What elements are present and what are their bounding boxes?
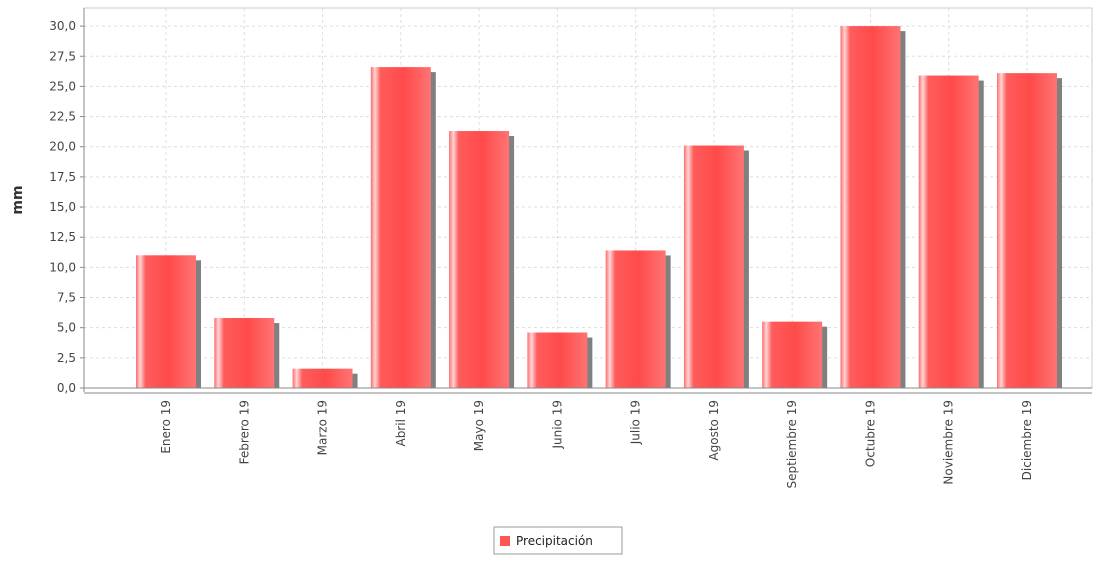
y-tick-label: 5,0 xyxy=(57,321,76,335)
bar xyxy=(840,26,901,388)
legend-label: Precipitación xyxy=(516,534,593,548)
bar xyxy=(918,75,979,389)
y-tick-label: 2,5 xyxy=(57,351,76,365)
y-tick-label: 27,5 xyxy=(49,49,76,63)
bar xyxy=(762,321,823,388)
x-tick-label: Septiembre 19 xyxy=(785,400,799,488)
legend: Precipitación xyxy=(493,526,623,555)
bar xyxy=(370,67,431,388)
x-tick-label: Julio 19 xyxy=(629,400,643,445)
y-tick-label: 12,5 xyxy=(49,230,76,244)
x-tick-label: Agosto 19 xyxy=(707,400,721,461)
bar xyxy=(136,255,196,388)
y-axis-title: mm xyxy=(10,185,26,214)
bar xyxy=(214,318,275,388)
bar xyxy=(449,131,510,389)
bar xyxy=(605,250,666,388)
y-tick-label: 20,0 xyxy=(49,140,76,154)
x-tick-label: Diciembre 19 xyxy=(1020,400,1034,480)
y-tick-label: 25,0 xyxy=(49,79,76,93)
x-tick-label: Junio 19 xyxy=(550,400,564,450)
legend-swatch xyxy=(500,536,510,546)
y-tick-label: 17,5 xyxy=(49,170,76,184)
y-tick-label: 30,0 xyxy=(49,19,76,33)
y-tick-label: 10,0 xyxy=(49,260,76,274)
y-tick-label: 22,5 xyxy=(49,110,76,124)
x-tick-label: Abril 19 xyxy=(394,400,408,447)
bar xyxy=(683,145,744,388)
x-tick-label: Enero 19 xyxy=(159,400,173,454)
y-tick-label: 7,5 xyxy=(57,291,76,305)
bar xyxy=(997,73,1057,389)
bar xyxy=(527,332,588,388)
x-tick-label: Marzo 19 xyxy=(316,400,330,455)
y-tick-label: 0,0 xyxy=(57,381,76,395)
y-tick-label: 15,0 xyxy=(49,200,76,214)
x-tick-label: Noviembre 19 xyxy=(942,400,956,485)
x-tick-label: Mayo 19 xyxy=(472,400,486,451)
x-tick-label: Octubre 19 xyxy=(863,400,877,467)
x-tick-label: Febrero 19 xyxy=(237,400,251,464)
bar xyxy=(292,368,353,388)
legend-box xyxy=(493,526,623,555)
